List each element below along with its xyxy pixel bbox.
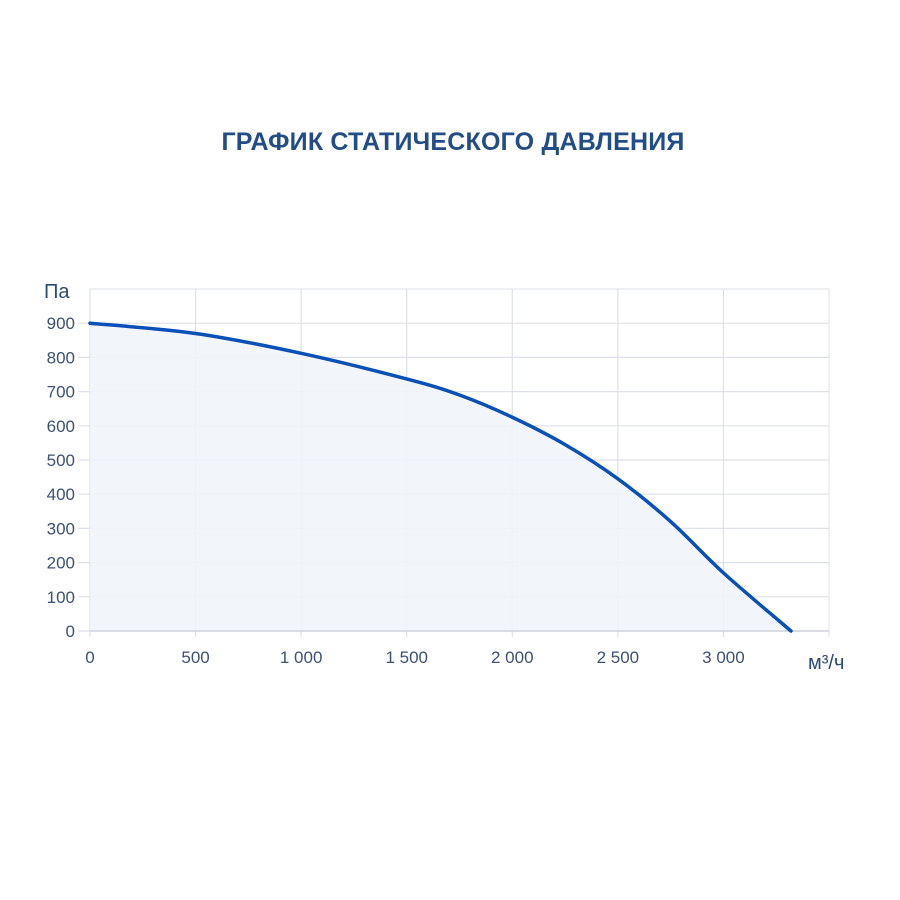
y-tick-label: 500 bbox=[47, 451, 75, 470]
y-tick-label: 400 bbox=[47, 485, 75, 504]
chart-title: ГРАФИК СТАТИЧЕСКОГО ДАВЛЕНИЯ bbox=[221, 128, 685, 156]
area-fill bbox=[90, 323, 791, 631]
y-tick-label: 0 bbox=[66, 622, 75, 641]
y-tick-label: 100 bbox=[47, 588, 75, 607]
y-tick-label: 600 bbox=[47, 417, 75, 436]
y-tick-label: 900 bbox=[47, 314, 75, 333]
x-tick-label: 0 bbox=[85, 648, 94, 667]
y-tick-label: 300 bbox=[47, 519, 75, 538]
pressure-curve bbox=[88, 321, 793, 633]
y-tick-label: 700 bbox=[47, 383, 75, 402]
x-tick-label: 2 000 bbox=[491, 648, 534, 667]
x-tick-label: 1 000 bbox=[280, 648, 323, 667]
x-tick-label: 1 500 bbox=[385, 648, 428, 667]
x-tick-label: 3 000 bbox=[702, 648, 745, 667]
x-tick-label: 2 500 bbox=[597, 648, 640, 667]
y-axis-label: Па bbox=[44, 281, 70, 303]
x-tick-label: 500 bbox=[181, 648, 209, 667]
y-tick-label: 800 bbox=[47, 348, 75, 367]
y-tick-label: 200 bbox=[47, 554, 75, 573]
x-axis-label: м³/ч bbox=[808, 652, 844, 674]
